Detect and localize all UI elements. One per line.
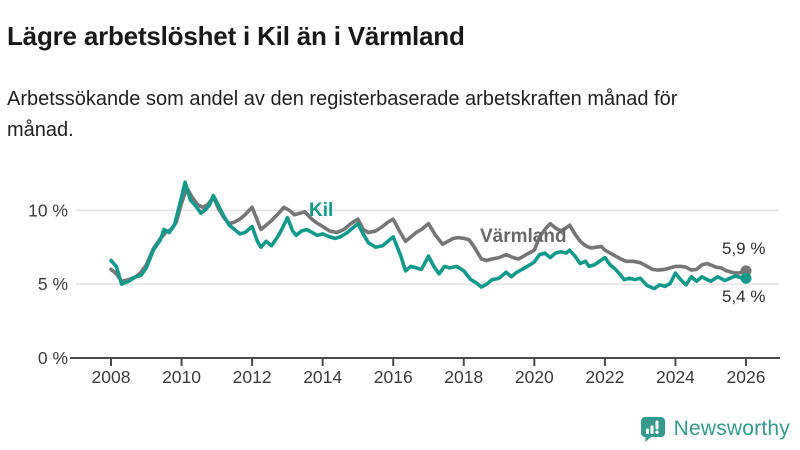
x-axis-tick-label: 2026 (727, 367, 766, 387)
x-axis-tick-label: 2020 (515, 367, 554, 387)
kil-line (109, 180, 748, 291)
y-axis-tick-label: 10 % (28, 200, 68, 220)
kil-series-label: Kil (309, 200, 334, 221)
x-axis-tick-label: 2024 (656, 367, 695, 387)
page-title: Lägre arbetslöshet i Kil än i Värmland (7, 21, 465, 52)
newsworthy-logo[interactable]: Newsworthy (639, 415, 790, 442)
x-axis-tick-label: 2010 (162, 367, 201, 387)
x-axis-tick-label: 2016 (374, 367, 413, 387)
x-axis-tick-label: 2018 (444, 367, 483, 387)
varmland-series-label: Värmland (480, 226, 567, 247)
x-axis-tick-label: 2008 (92, 367, 131, 387)
x-axis-tick-label: 2014 (303, 367, 342, 387)
y-axis-tick-label: 0 % (38, 348, 68, 368)
x-axis-tick-label: 2012 (233, 367, 272, 387)
varmland-line (109, 186, 748, 284)
chart-subtitle: Arbetssökande som andel av den registerb… (7, 88, 678, 141)
varmland-end-dot (740, 265, 752, 277)
kil-end-dot (740, 272, 752, 284)
newsworthy-logo-text: Newsworthy (673, 416, 790, 440)
kil-end-value-label: 5,4 % (722, 287, 766, 306)
bar-chart-speech-bubble-icon (640, 417, 665, 442)
y-axis-tick-label: 5 % (38, 274, 68, 294)
x-axis-tick-label: 2022 (585, 367, 624, 387)
varmland-end-value-label: 5,9 % (722, 239, 766, 258)
